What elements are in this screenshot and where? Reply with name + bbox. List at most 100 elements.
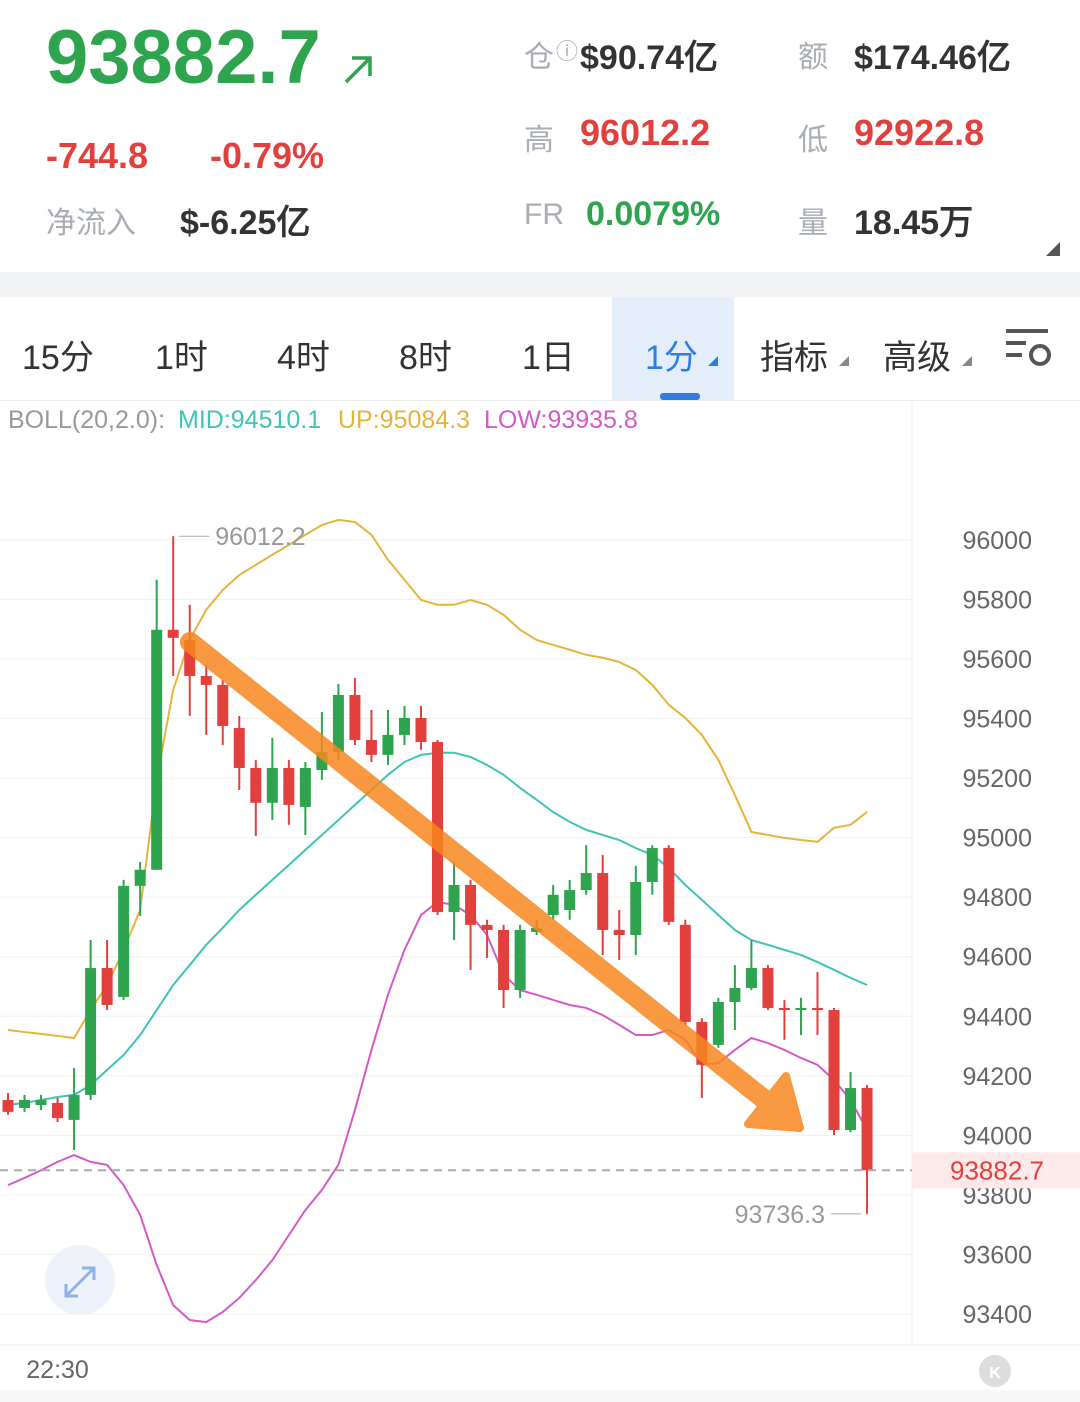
change: -744.8: [46, 135, 149, 176]
candle-body: [795, 1007, 807, 1011]
stat-value: 92922.8: [854, 112, 985, 153]
y-tick-label: 94200: [962, 1063, 1032, 1091]
stat-value: $90.74亿: [580, 39, 718, 77]
tab[interactable]: 8时: [399, 339, 452, 377]
y-tick-label: 94400: [962, 1003, 1032, 1031]
candle-body: [828, 1010, 840, 1131]
candle-body: [398, 717, 410, 735]
divider: [0, 272, 1080, 297]
inflow-label: 净流入: [46, 207, 136, 240]
candle-body: [118, 885, 130, 997]
candle-body: [845, 1088, 857, 1131]
y-tick-label: 94600: [962, 944, 1032, 972]
y-tick-label: 93400: [962, 1301, 1032, 1329]
candle-body: [663, 848, 675, 922]
y-tick-label: 94000: [962, 1122, 1032, 1150]
y-tick-label: 95600: [962, 646, 1032, 674]
tab-bar: [0, 297, 1080, 401]
stat-value: 0.0079%: [586, 195, 721, 233]
change-pct: -0.79%: [210, 135, 325, 176]
tab[interactable]: 1时: [155, 339, 208, 377]
stat-label: 额: [798, 41, 828, 74]
last-price-box: [912, 1152, 1080, 1189]
candle-body: [778, 1007, 790, 1011]
tab[interactable]: 15分: [22, 339, 94, 377]
inflow: $-6.25亿: [180, 204, 311, 242]
tab[interactable]: 高级: [883, 339, 951, 377]
y-tick-label: 95400: [962, 706, 1032, 734]
candle-body: [299, 767, 311, 807]
stat-label: 仓: [524, 41, 554, 74]
boll-line: [7, 518, 868, 1040]
x-tick-label: 22:30: [26, 1356, 89, 1384]
indicator-mid: MID:94510.1: [178, 406, 321, 434]
bottom-strip: [0, 1390, 1080, 1402]
k-icon: K: [989, 1365, 1001, 1382]
active-indicator: [660, 393, 700, 400]
candle-body: [167, 629, 179, 638]
tab-icons: [708, 329, 1051, 366]
stat-value: $174.46亿: [854, 39, 1011, 77]
candle-body: [415, 717, 427, 743]
candle-body: [19, 1099, 31, 1108]
candle-body: [547, 894, 559, 916]
candle-body: [498, 929, 510, 991]
arrow-icon: [344, 56, 372, 84]
candle-body: [200, 675, 212, 685]
candle-body: [365, 739, 377, 755]
candle-body: [349, 695, 361, 740]
candle-body: [465, 884, 477, 925]
candle-body: [151, 629, 163, 870]
candle-body: [481, 924, 493, 930]
y-tick-label: 95200: [962, 765, 1032, 793]
candle-body: [52, 1102, 64, 1119]
candle-body: [630, 881, 642, 935]
tab[interactable]: 4时: [277, 339, 330, 377]
last-price-label: 93882.7: [950, 1155, 1044, 1185]
stat-label: 低: [798, 124, 828, 157]
candle-body: [745, 968, 757, 988]
candle-body: [646, 848, 658, 882]
candle-body: [233, 728, 245, 768]
y-tick-label: 96000: [962, 527, 1032, 555]
candle-body: [679, 924, 691, 1022]
indicator-name: BOLL(20,2.0):: [8, 406, 165, 434]
stat-value: 18.45万: [854, 204, 974, 242]
candle-body: [514, 929, 526, 991]
candle-body: [217, 684, 229, 726]
candle-body: [250, 767, 262, 803]
active-tab-bg: [612, 297, 734, 400]
trend-arrow-shaft: [180, 632, 775, 1110]
candle-body: [101, 968, 113, 1005]
tab[interactable]: 1日: [522, 339, 575, 377]
stat-label: 高: [524, 124, 554, 157]
stat-label: 量: [798, 207, 828, 240]
candle-body: [332, 695, 344, 752]
indicator-up: UP:95084.3: [338, 406, 470, 434]
tab[interactable]: 指标: [760, 339, 828, 377]
y-tick-label: 93600: [962, 1241, 1032, 1269]
candle-body: [283, 767, 295, 805]
expand-icon: [64, 1266, 96, 1298]
candle-body: [712, 1001, 724, 1045]
help-icon: ⓘ: [556, 39, 579, 64]
y-tick-label: 94800: [962, 884, 1032, 912]
candle-body: [35, 1099, 47, 1106]
candle-body: [762, 968, 774, 1008]
boll-line: [7, 900, 868, 1324]
header: 93882.7 -744.8 -0.79% 净流入 $-6.25亿 仓 ⓘ $9…: [0, 0, 1080, 272]
candle-body: [597, 873, 609, 930]
indicator-low: LOW:93935.8: [484, 406, 638, 434]
y-tick-label: 95000: [962, 825, 1032, 853]
k-button[interactable]: [979, 1355, 1011, 1387]
candle-body: [184, 639, 196, 676]
high-label: 96012.2: [215, 523, 305, 551]
candle-body: [134, 869, 146, 886]
candle-body: [85, 968, 97, 1095]
tab[interactable]: 1分: [645, 339, 698, 377]
candle-body: [564, 890, 576, 910]
candle-body: [316, 751, 328, 771]
stat-value: 96012.2: [580, 112, 711, 153]
